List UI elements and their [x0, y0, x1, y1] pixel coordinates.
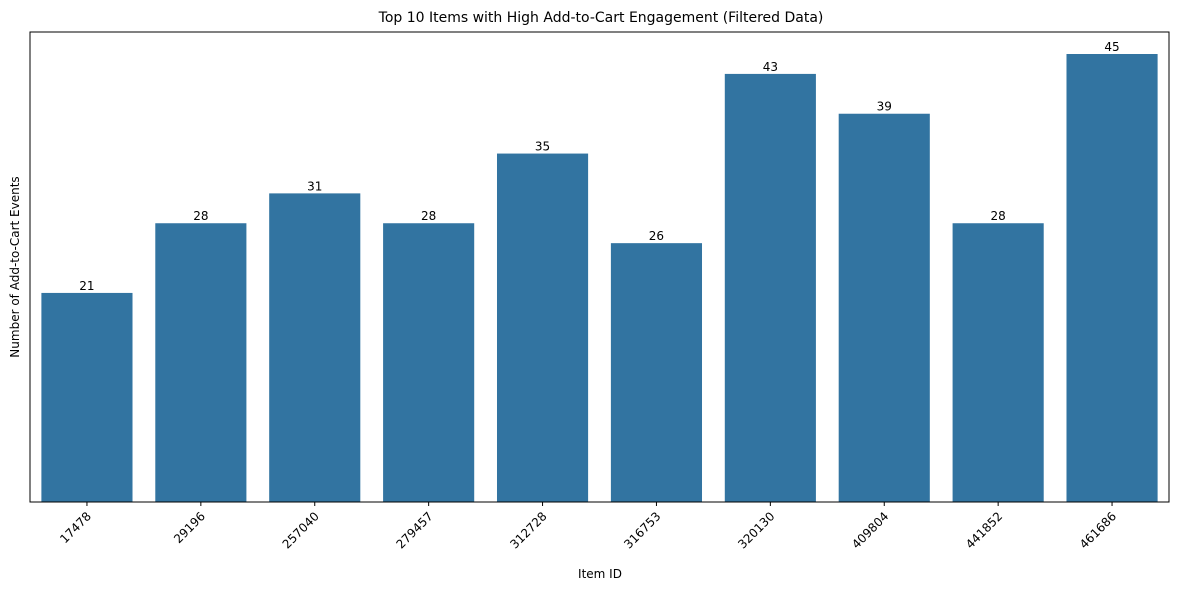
- bar-312728: [496, 153, 589, 502]
- x-tick-label-17478: 17478: [57, 509, 94, 546]
- bar-17478: [41, 292, 133, 502]
- data-label-461686: 45: [1104, 40, 1119, 54]
- x-ticks-layer: 17478 29196 257040 279457 312728 316753 320130…: [57, 502, 1119, 552]
- bar-409804: [838, 113, 930, 502]
- bar-279457: [383, 223, 475, 503]
- x-tick-label-461686: 461686: [1077, 509, 1119, 551]
- x-tick-label-257040: 257040: [280, 509, 322, 551]
- data-label-29196: 28: [193, 209, 208, 223]
- y-axis-label: Number of Add-to-Cart Events: [8, 176, 22, 357]
- chart-title: Top 10 Items with High Add-to-Cart Engag…: [378, 10, 824, 26]
- data-label-312728: 35: [535, 140, 550, 154]
- data-label-316753: 26: [649, 229, 664, 243]
- bar-441852: [952, 223, 1044, 503]
- x-tick-label-316753: 316753: [621, 509, 663, 551]
- data-label-279457: 28: [421, 209, 436, 223]
- data-label-320130: 43: [763, 60, 778, 74]
- data-label-257040: 31: [307, 179, 322, 193]
- x-tick-label-441852: 441852: [963, 509, 1005, 551]
- x-tick-label-29196: 29196: [171, 509, 208, 546]
- data-label-409804: 39: [877, 100, 892, 114]
- bar-29196: [155, 223, 247, 503]
- x-tick-label-312728: 312728: [507, 509, 549, 551]
- bar-320130: [724, 73, 816, 502]
- x-tick-label-320130: 320130: [735, 509, 777, 551]
- bar-461686: [1066, 54, 1158, 502]
- data-label-441852: 28: [991, 209, 1006, 223]
- x-tick-label-279457: 279457: [393, 509, 435, 551]
- bars-layer: [41, 54, 1158, 503]
- bar-316753: [610, 243, 703, 502]
- plot-frame: [29, 31, 1170, 503]
- x-axis-label: Item ID: [578, 567, 622, 581]
- bar-257040: [269, 193, 361, 502]
- x-tick-label-409804: 409804: [849, 509, 891, 551]
- data-labels-layer: 21 28 31 28 35 26 43 39 28 45: [79, 40, 1119, 293]
- data-label-17478: 21: [79, 279, 94, 293]
